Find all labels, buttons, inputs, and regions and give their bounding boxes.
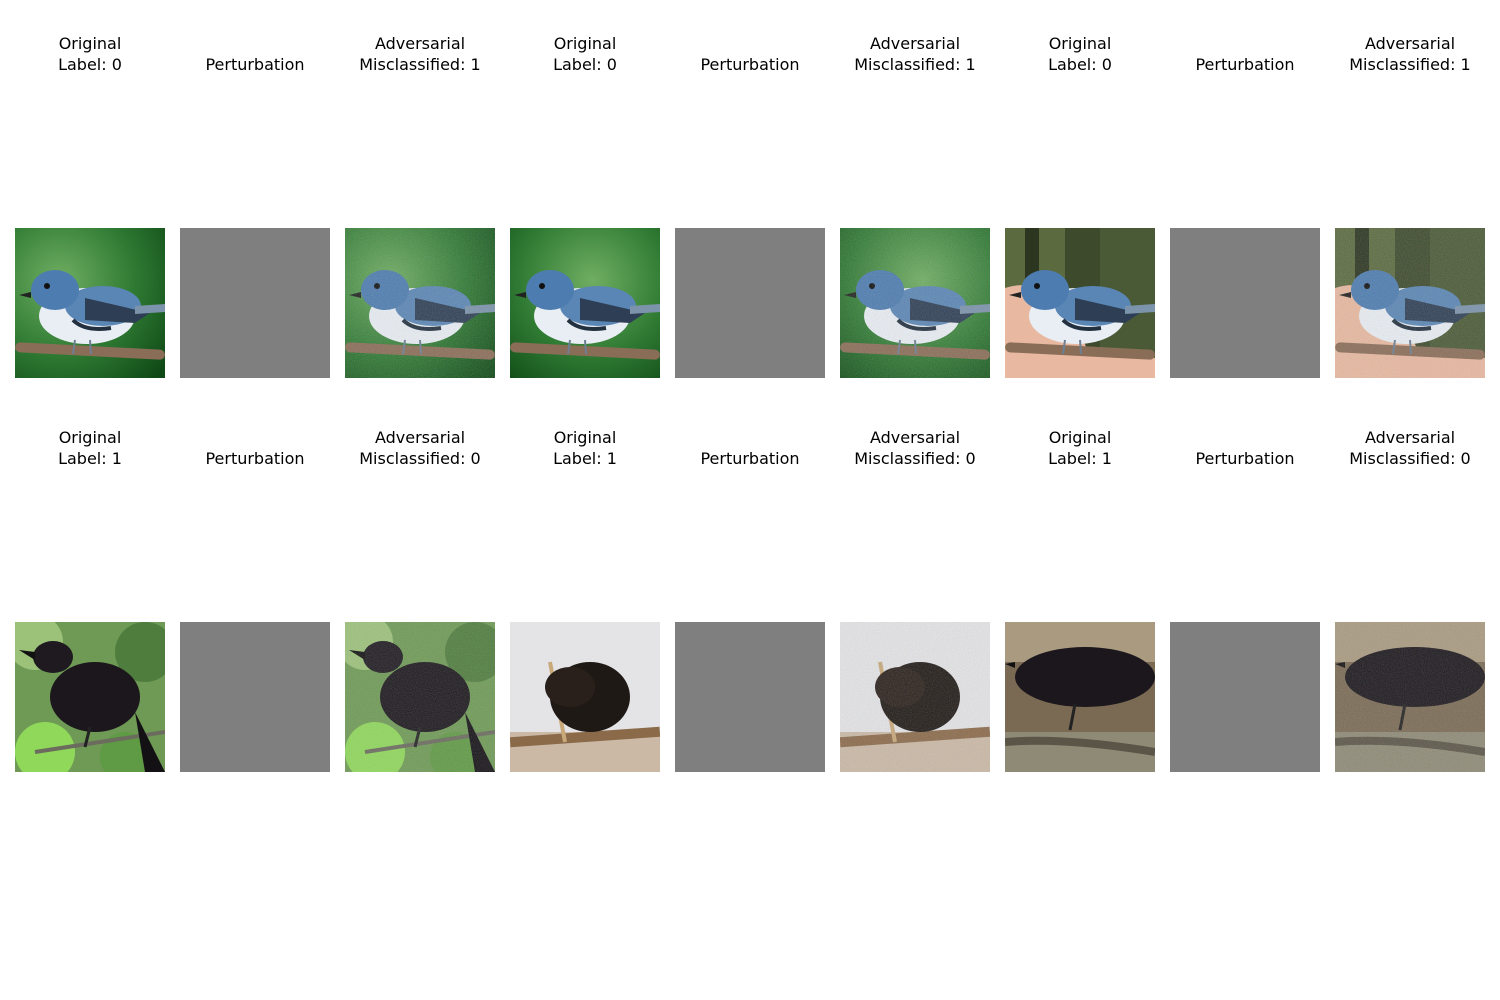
caption-line-2: Label: 0 xyxy=(1048,55,1112,74)
panel-caption: Adversarial Misclassified: 1 xyxy=(800,33,1030,75)
caption-line-1: Perturbation xyxy=(1195,449,1295,468)
caption-line-2: Label: 0 xyxy=(553,55,617,74)
panel-caption: Original Label: 1 xyxy=(0,427,205,469)
panel-caption: Perturbation xyxy=(1130,54,1360,75)
caption-line-2: Misclassified: 1 xyxy=(1349,55,1471,74)
panel-caption: Adversarial Misclassified: 0 xyxy=(800,427,1030,469)
caption-line-1: Original xyxy=(553,428,617,447)
panel-caption: Original Label: 1 xyxy=(965,427,1195,469)
caption-line-1: Original xyxy=(1048,34,1112,53)
caption-line-1: Perturbation xyxy=(205,55,305,74)
caption-line-1: Adversarial xyxy=(1364,428,1456,447)
panel-caption: Original Label: 0 xyxy=(965,33,1195,75)
panel-caption: Original Label: 0 xyxy=(470,33,700,75)
caption-line-1: Perturbation xyxy=(1195,55,1295,74)
panel-caption: Perturbation xyxy=(140,54,370,75)
caption-line-1: Perturbation xyxy=(700,449,800,468)
caption-line-2: Misclassified: 1 xyxy=(854,55,976,74)
panel-caption: Adversarial Misclassified: 1 xyxy=(1295,33,1500,75)
panel-caption: Perturbation xyxy=(635,448,865,469)
caption-line-1: Adversarial xyxy=(374,34,466,53)
caption-line-1: Perturbation xyxy=(205,449,305,468)
caption-line-1: Adversarial xyxy=(374,428,466,447)
caption-line-1: Original xyxy=(1048,428,1112,447)
caption-line-2: Label: 0 xyxy=(58,55,122,74)
caption-line-2: Label: 1 xyxy=(553,449,617,468)
caption-line-2: Misclassified: 1 xyxy=(359,55,481,74)
panel-caption: Original Label: 1 xyxy=(470,427,700,469)
caption-line-2: Label: 1 xyxy=(58,449,122,468)
caption-line-2: Misclassified: 0 xyxy=(359,449,481,468)
panel-caption: Original Label: 0 xyxy=(0,33,205,75)
caption-line-1: Adversarial xyxy=(1364,34,1456,53)
caption-line-1: Adversarial xyxy=(869,34,961,53)
caption-line-1: Adversarial xyxy=(869,428,961,447)
caption-line-2: Misclassified: 0 xyxy=(854,449,976,468)
panel-caption: Perturbation xyxy=(140,448,370,469)
panel-caption: Adversarial Misclassified: 0 xyxy=(1295,427,1500,469)
caption-line-1: Original xyxy=(553,34,617,53)
panel-caption: Adversarial Misclassified: 1 xyxy=(305,33,535,75)
panel-caption: Adversarial Misclassified: 0 xyxy=(305,427,535,469)
panel-caption: Perturbation xyxy=(1130,448,1360,469)
caption-line-1: Perturbation xyxy=(700,55,800,74)
caption-line-1: Original xyxy=(58,34,122,53)
caption-line-1: Original xyxy=(58,428,122,447)
caption-line-2: Label: 1 xyxy=(1048,449,1112,468)
panel-caption: Perturbation xyxy=(635,54,865,75)
caption-line-2: Misclassified: 0 xyxy=(1349,449,1471,468)
